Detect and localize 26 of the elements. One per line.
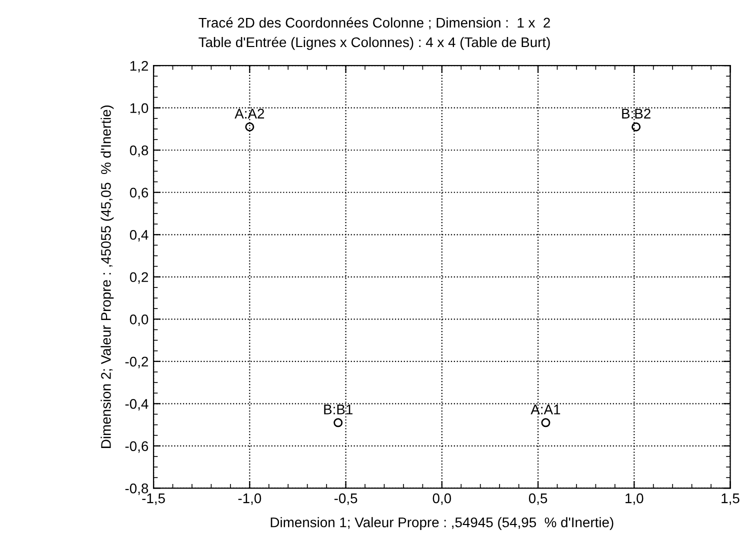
y-tick-label: 1,2	[130, 60, 148, 72]
y-tick-label: 0,6	[130, 188, 148, 200]
y-tick-label: 0,0	[130, 314, 148, 326]
y-tick-label: -0,2	[125, 356, 148, 368]
y-axis-title: Dimension 2; Valeur Propre : ,45055 (45,05 % d'Inertie)	[100, 106, 114, 448]
chart-subtitle: Table d'Entrée (Lignes x Colonnes) : 4 x 4 (Table de Burt)	[198, 36, 550, 50]
x-tick-label: 0,0	[432, 493, 452, 505]
y-tick-label: 1,0	[130, 103, 148, 115]
y-tick-label: -0,4	[125, 398, 148, 410]
x-tick-label: -1,5	[142, 494, 165, 505]
y-tick-label: 0,4	[130, 230, 148, 242]
y-tick-label: -0,8	[125, 484, 148, 495]
chart-title: Tracé 2D des Coordonnées Colonne ; Dimension : 1 x 2	[198, 17, 550, 30]
x-tick-label: -0,5	[334, 493, 358, 505]
x-axis-title: Dimension 1; Valeur Propre : ,54945 (54,95 % d'Inertie)	[270, 517, 614, 530]
y-tick-label: -0,6	[125, 441, 148, 453]
y-tick-label: 0,8	[130, 145, 148, 157]
y-tick-label: 0,2	[130, 272, 148, 284]
annotation: A:A2	[234, 108, 264, 118]
annotation: B:B1	[324, 404, 352, 414]
x-tick-label: 1,0	[626, 493, 644, 505]
x-tick-label: -1,0	[238, 493, 262, 505]
annotation: B:B2	[622, 108, 650, 118]
x-tick-label: 0,5	[528, 493, 548, 505]
x-tick-label: 1,5	[722, 494, 740, 505]
annotation: A:A1	[530, 404, 560, 414]
